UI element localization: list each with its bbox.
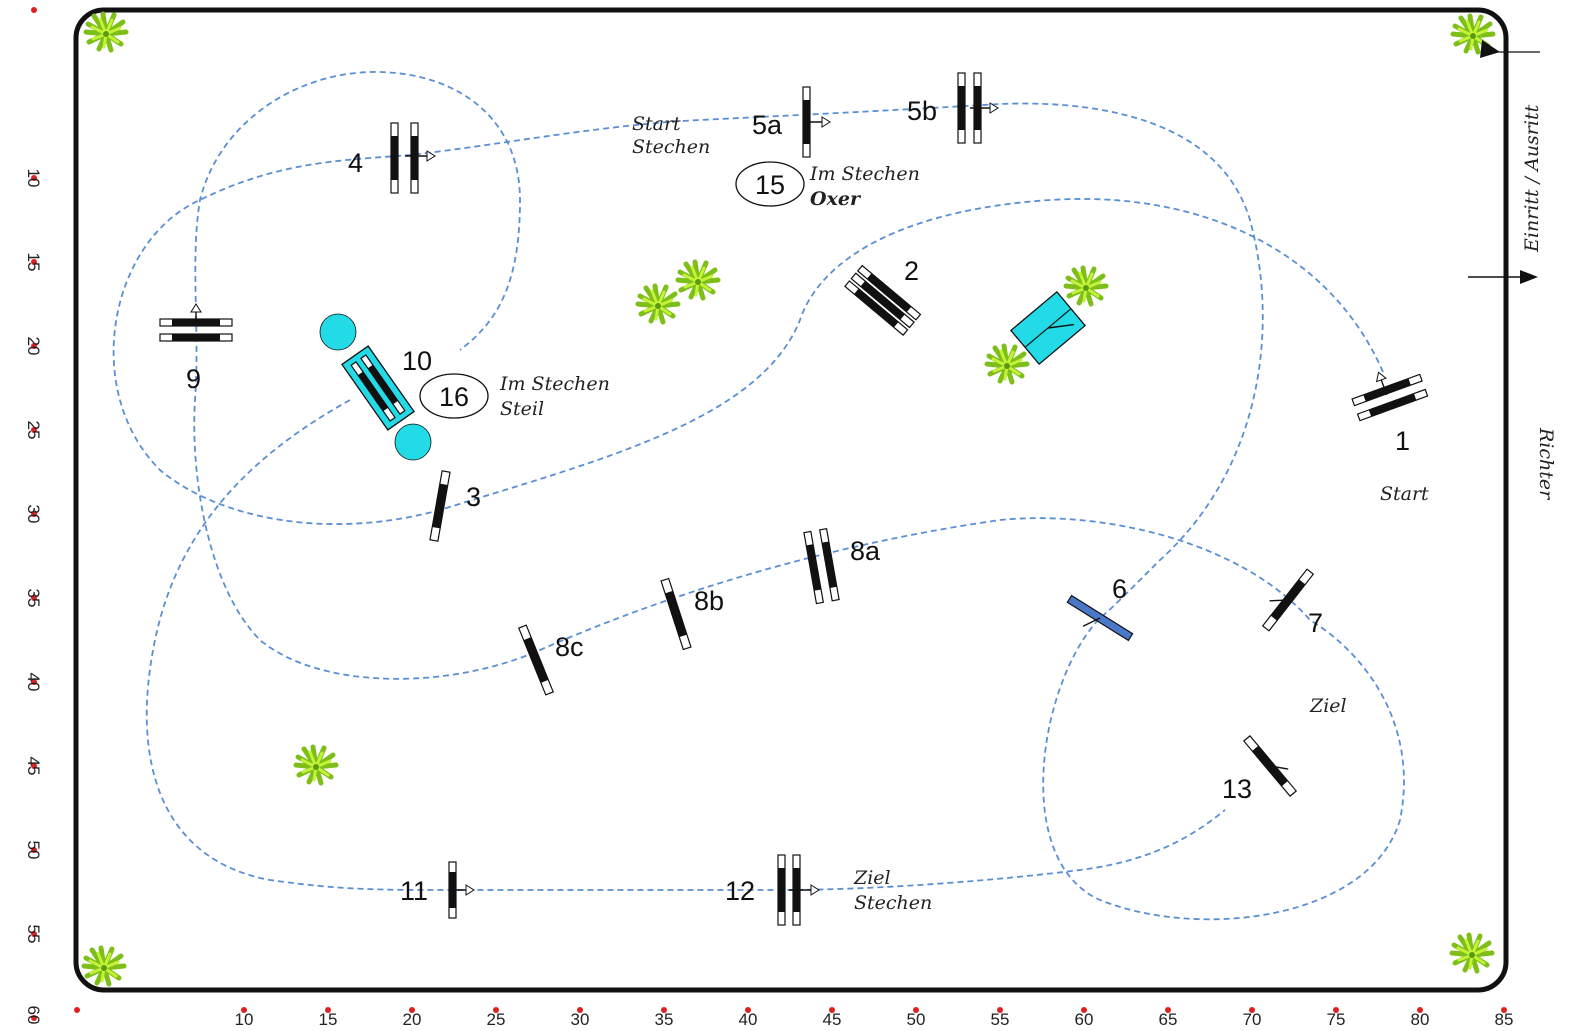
axis-marker-dots	[31, 7, 1507, 1021]
water-standard-bottom	[394, 423, 432, 461]
x-tick: 35	[655, 1010, 674, 1029]
x-tick: 15	[319, 1010, 338, 1029]
x-tick: 60	[1075, 1010, 1094, 1029]
jump-13-number: 13	[1222, 774, 1252, 804]
y-tick: 60	[24, 1006, 43, 1025]
finish-jumpoff-line2: Stechen	[854, 892, 932, 914]
x-tick: 30	[571, 1010, 590, 1029]
jump-12-number: 12	[725, 876, 755, 906]
jump-7-number: 7	[1308, 608, 1323, 638]
jump-8c	[518, 624, 554, 696]
start-jumpoff-line1: Start	[632, 113, 681, 135]
jump-2-number: 2	[904, 256, 919, 286]
start-label: Start	[1380, 483, 1429, 505]
y-tick: 55	[24, 925, 43, 944]
jump-1-number: 1	[1395, 426, 1410, 456]
jump-6	[1066, 594, 1134, 642]
x-tick: 65	[1159, 1010, 1178, 1029]
water-standard-top	[319, 313, 357, 351]
y-tick: 10	[24, 169, 43, 188]
x-tick: 75	[1327, 1010, 1346, 1029]
jump-8b-number: 8b	[694, 586, 724, 616]
y-tick: 30	[24, 505, 43, 524]
jump-11-number: 11	[400, 876, 428, 906]
arena-border	[73, 7, 1509, 993]
x-tick: 45	[823, 1010, 842, 1029]
x-tick: 55	[991, 1010, 1010, 1029]
circle-15-number: 15	[755, 170, 785, 200]
jump-11	[448, 861, 475, 919]
y-tick: 35	[24, 589, 43, 608]
y-axis: 10 15 20 25 30 35 40 45 50 55 60	[24, 169, 43, 1025]
jump-4-number: 4	[348, 148, 363, 178]
jump16-note-line2: Steil	[500, 398, 544, 420]
water-jump	[1009, 290, 1087, 366]
y-tick: 50	[24, 841, 43, 860]
finish-jumpoff-line1: Ziel	[853, 867, 891, 889]
x-tick: 80	[1411, 1010, 1430, 1029]
x-tick: 85	[1495, 1010, 1514, 1029]
jump-8a-number: 8a	[850, 536, 881, 566]
jump-5a	[802, 86, 831, 158]
y-tick: 40	[24, 673, 43, 692]
jump-10	[341, 345, 415, 431]
jump-13	[1242, 735, 1298, 797]
y-tick: 45	[24, 757, 43, 776]
x-tick: 50	[907, 1010, 926, 1029]
jump-5b	[957, 72, 999, 144]
x-tick: 70	[1243, 1010, 1262, 1029]
jump-8c-number: 8c	[555, 632, 584, 662]
circle-15	[735, 161, 805, 207]
x-tick: 10	[235, 1010, 254, 1029]
course-path-lower	[145, 399, 1226, 891]
jump-2	[844, 264, 922, 336]
jump-8a	[803, 527, 840, 605]
judge-label: Richter	[1535, 427, 1557, 501]
y-tick: 25	[24, 421, 43, 440]
entry-exit-label: Einritt / Ausritt	[1521, 104, 1543, 253]
jump-5b-number: 5b	[907, 96, 937, 126]
circle-16-number: 16	[439, 382, 469, 412]
jump-7	[1261, 568, 1315, 632]
jump-8b	[660, 577, 692, 651]
gate-arrow-head-icon	[1520, 270, 1538, 284]
jump-1	[1351, 371, 1429, 422]
corner-arrow-icon	[1480, 40, 1500, 58]
jump-6-number: 6	[1112, 574, 1127, 604]
jump-12	[777, 854, 820, 926]
x-tick: 40	[739, 1010, 758, 1029]
x-axis: 10 15 20 25 30 35 40 45 50 55 60 65 70 7…	[235, 1010, 1514, 1029]
x-tick: 25	[487, 1010, 506, 1029]
jump-4	[390, 122, 436, 194]
circle-16	[419, 373, 489, 419]
jump-9-number: 9	[186, 364, 201, 394]
finish-label: Ziel	[1309, 695, 1347, 717]
jump15-note-line1: Im Stechen	[809, 163, 920, 185]
jump-5a-number: 5a	[752, 110, 783, 140]
x-tick: 20	[403, 1010, 422, 1029]
jump16-note-line1: Im Stechen	[499, 373, 610, 395]
jump-10-number: 10	[402, 346, 432, 376]
jump-3-number: 3	[466, 482, 481, 512]
jump-3	[429, 470, 451, 542]
y-tick: 20	[24, 337, 43, 356]
jump15-note-line2: Oxer	[810, 188, 862, 210]
y-tick: 15	[24, 253, 43, 272]
start-jumpoff-line2: Stechen	[632, 136, 710, 158]
jump-9	[159, 303, 233, 342]
